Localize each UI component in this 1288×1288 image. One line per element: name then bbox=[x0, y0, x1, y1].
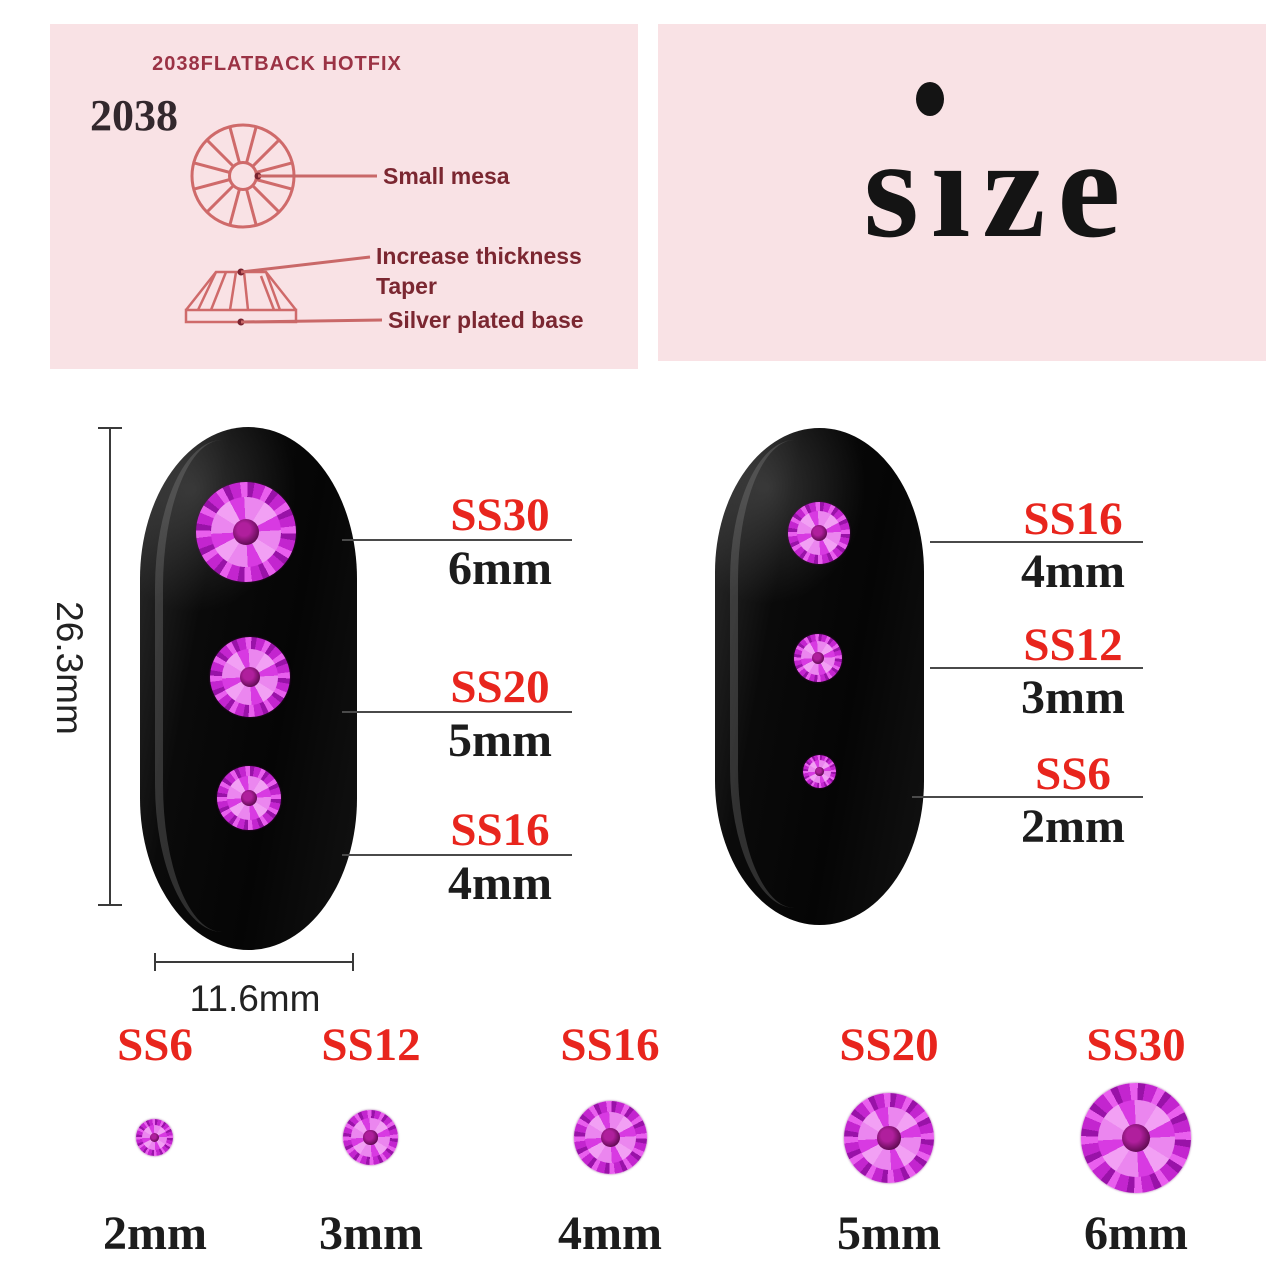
rhinestone-ss20 bbox=[210, 637, 290, 717]
size-heading: size bbox=[863, 109, 1133, 267]
length-dimension-line bbox=[109, 428, 111, 906]
nail-length-value: 26.3mm bbox=[49, 601, 90, 735]
chart-stone-ss6 bbox=[136, 1119, 173, 1156]
rhinestone-ss6 bbox=[803, 755, 836, 788]
chart-size: 5mm bbox=[837, 1207, 941, 1260]
callout-size: 4mm bbox=[448, 857, 552, 910]
callout-size: 2mm bbox=[1021, 800, 1125, 853]
callout-line bbox=[930, 667, 1143, 669]
callout-line bbox=[930, 541, 1143, 543]
callout-line bbox=[912, 796, 1143, 798]
callout-line bbox=[342, 539, 572, 541]
length-dimension-cap-top bbox=[98, 427, 122, 429]
rhinestone-diagram bbox=[184, 123, 383, 326]
chart-stone-ss16 bbox=[574, 1101, 647, 1174]
rhinestone-ss16 bbox=[217, 766, 281, 830]
callout-size: 6mm bbox=[448, 542, 552, 595]
chart-code: SS16 bbox=[560, 1019, 660, 1071]
length-dimension-cap-bottom bbox=[98, 904, 122, 906]
callout-code: SS20 bbox=[450, 661, 550, 713]
callout-size: 5mm bbox=[448, 714, 552, 767]
callout-size: 3mm bbox=[1021, 671, 1125, 724]
chart-code: SS30 bbox=[1086, 1019, 1186, 1071]
callout-line bbox=[342, 711, 572, 713]
chart-size: 3mm bbox=[319, 1207, 423, 1260]
callout-code: SS16 bbox=[450, 804, 550, 856]
callout-small-mesa: Small mesa bbox=[383, 163, 510, 189]
chart-stone-ss30 bbox=[1081, 1083, 1191, 1193]
chart-code: SS20 bbox=[839, 1019, 939, 1071]
rhinestone-ss16-right bbox=[788, 502, 850, 564]
size-heading-dot bbox=[916, 82, 944, 116]
callout-code: SS16 bbox=[1023, 493, 1123, 545]
callout-leader-lines bbox=[237, 172, 383, 326]
callout-code: SS30 bbox=[450, 489, 550, 541]
callout-silver-plated-base: Silver plated base bbox=[388, 307, 584, 333]
callout-increase-thickness: Increase thickness bbox=[376, 243, 582, 269]
chart-size: 4mm bbox=[558, 1207, 662, 1260]
chart-size: 6mm bbox=[1084, 1207, 1188, 1260]
spec-panel: 2038FLATBACK HOTFIX 2038 bbox=[50, 24, 638, 369]
width-dimension-tick-right bbox=[352, 953, 354, 971]
chart-stone-ss12 bbox=[343, 1110, 398, 1165]
model-number: 2038 bbox=[90, 91, 178, 140]
chart-size: 2mm bbox=[103, 1207, 207, 1260]
chart-code: SS12 bbox=[321, 1019, 421, 1071]
size-panel: size bbox=[658, 24, 1266, 361]
spec-panel-title: 2038FLATBACK HOTFIX bbox=[152, 53, 402, 75]
side-view-diagram bbox=[184, 270, 298, 324]
rhinestone-ss30 bbox=[196, 482, 296, 582]
nail-width-value: 11.6mm bbox=[189, 978, 321, 1019]
tittle-cover bbox=[916, 136, 974, 170]
callout-taper: Taper bbox=[376, 273, 437, 299]
callout-code: SS12 bbox=[1023, 619, 1123, 671]
callout-size: 4mm bbox=[1021, 545, 1125, 598]
chart-stone-ss20 bbox=[844, 1093, 934, 1183]
width-dimension-line bbox=[155, 961, 353, 963]
callout-code: SS6 bbox=[1035, 748, 1111, 800]
chart-code: SS6 bbox=[117, 1019, 193, 1071]
rhinestone-ss12 bbox=[794, 634, 842, 682]
width-dimension-tick-left bbox=[154, 953, 156, 971]
callout-line bbox=[342, 854, 572, 856]
